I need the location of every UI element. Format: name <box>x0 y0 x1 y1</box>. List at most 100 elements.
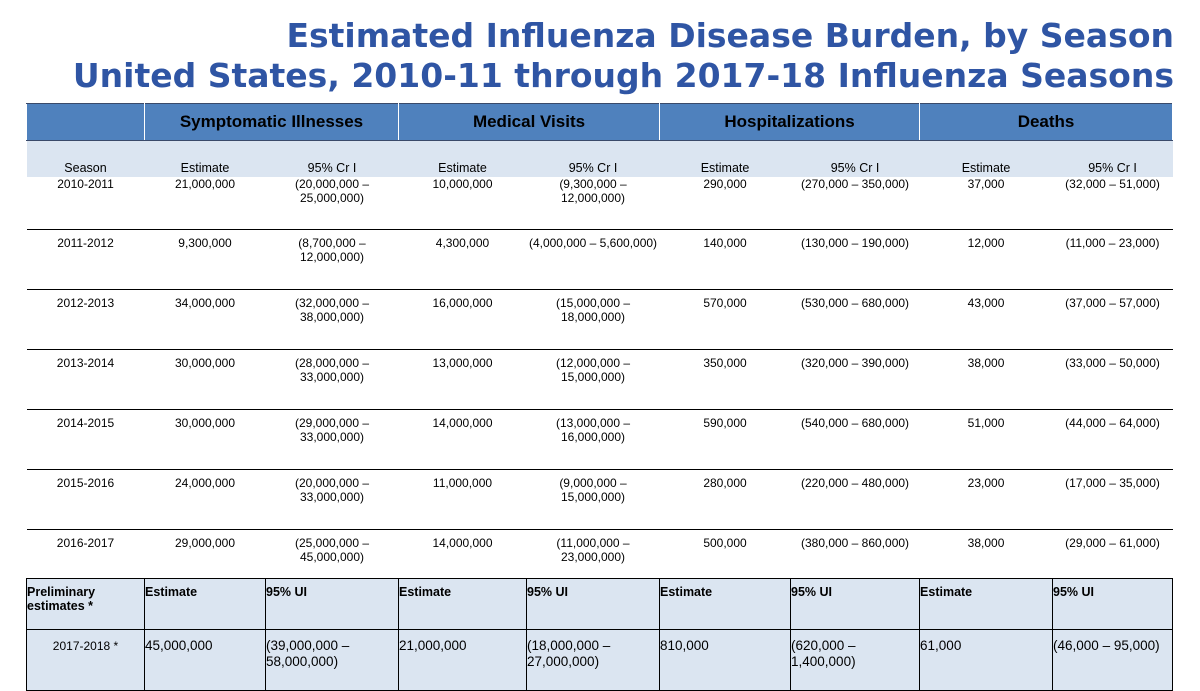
header-blank-cell <box>26 103 145 141</box>
deaths-interval: (11,000 – 23,000) <box>1052 229 1173 290</box>
interval-header: 95% Cr I <box>265 140 399 177</box>
deaths-estimate: 38,000 <box>919 529 1053 579</box>
season-cell: 2013-2014 <box>26 349 145 410</box>
prelim-deaths-interval: (46,000 – 95,000) <box>1052 629 1174 691</box>
hosp-estimate: 290,000 <box>659 177 791 230</box>
visits-interval: (15,000,000 – 18,000,000) <box>526 289 660 350</box>
deaths-interval: (33,000 – 50,000) <box>1052 349 1173 410</box>
deaths-interval: (32,000 – 51,000) <box>1052 177 1173 230</box>
hosp-interval: (530,000 – 680,000) <box>790 289 920 350</box>
illness-interval: (29,000,000 – 33,000,000) <box>265 409 399 470</box>
prelim-interval-header: 95% UI <box>265 578 399 630</box>
visits-estimate: 16,000,000 <box>398 289 527 350</box>
hosp-estimate: 140,000 <box>659 229 791 290</box>
visits-interval: (13,000,000 – 16,000,000) <box>526 409 660 470</box>
deaths-interval: (44,000 – 64,000) <box>1052 409 1173 470</box>
illness-estimate: 30,000,000 <box>144 409 266 470</box>
title-line-2: United States, 2010-11 through 2017-18 I… <box>72 56 1174 95</box>
prelim-interval-header: 95% UI <box>525 578 661 630</box>
season-cell: 2011-2012 <box>26 229 145 290</box>
prelim-visits-interval: (18,000,000 – 27,000,000) <box>525 629 661 691</box>
deaths-estimate: 43,000 <box>919 289 1053 350</box>
visits-interval: (4,000,000 – 5,600,000) <box>526 229 660 290</box>
estimate-header: Estimate <box>919 140 1053 177</box>
hosp-estimate: 280,000 <box>659 469 791 530</box>
hosp-interval: (320,000 – 390,000) <box>790 349 920 410</box>
table-row: 2010-2011 21,000,000 (20,000,000 – 25,000,… <box>26 177 1173 230</box>
prelim-deaths-estimate: 61,000 <box>919 629 1054 691</box>
estimate-header: Estimate <box>398 140 527 177</box>
table-row: 2016-2017 29,000,000 (25,000,000 – 45,000,… <box>26 529 1173 579</box>
season-cell: 2014-2015 <box>26 409 145 470</box>
preliminary-label: Preliminary estimates * <box>26 578 145 630</box>
prelim-estimate-header: Estimate <box>398 578 527 630</box>
table-row: 2015-2016 24,000,000 (20,000,000 – 33,000,… <box>26 469 1173 530</box>
prelim-illness-interval: (39,000,000 – 58,000,000) <box>265 629 399 691</box>
season-header: Season <box>26 140 145 177</box>
hosp-interval: (540,000 – 680,000) <box>790 409 920 470</box>
visits-estimate: 13,000,000 <box>398 349 527 410</box>
prelim-estimate-header: Estimate <box>659 578 792 630</box>
interval-header: 95% Cr I <box>1052 140 1173 177</box>
prelim-interval-header: 95% UI <box>1052 578 1174 630</box>
season-cell: 2016-2017 <box>26 529 145 579</box>
prelim-interval-header: 95% UI <box>790 578 921 630</box>
deaths-interval: (29,000 – 61,000) <box>1052 529 1173 579</box>
hosp-estimate: 500,000 <box>659 529 791 579</box>
visits-interval: (9,000,000 – 15,000,000) <box>526 469 660 530</box>
deaths-estimate: 37,000 <box>919 177 1053 230</box>
season-cell: 2015-2016 <box>26 469 145 530</box>
prelim-illness-estimate: 45,000,000 <box>144 629 266 691</box>
estimate-header: Estimate <box>144 140 266 177</box>
preliminary-data-row: 2017-2018 * 45,000,000 (39,000,000 – 58,… <box>26 629 1174 691</box>
visits-estimate: 11,000,000 <box>398 469 527 530</box>
table-row: 2012-2013 34,000,000 (32,000,000 – 38,000,… <box>26 289 1173 350</box>
group-header-deaths: Deaths <box>919 103 1174 141</box>
illness-interval: (28,000,000 – 33,000,000) <box>265 349 399 410</box>
table-row: 2011-2012 9,300,000 (8,700,000 – 12,000,00… <box>26 229 1173 290</box>
deaths-interval: (37,000 – 57,000) <box>1052 289 1173 350</box>
season-cell: 2010-2011 <box>26 177 145 230</box>
visits-estimate: 10,000,000 <box>398 177 527 230</box>
prelim-hosp-interval: (620,000 – 1,400,000) <box>790 629 921 691</box>
illness-interval: (8,700,000 – 12,000,000) <box>265 229 399 290</box>
group-header-hospitalizations: Hospitalizations <box>659 103 921 141</box>
interval-header: 95% Cr I <box>790 140 920 177</box>
table-row: 2014-2015 30,000,000 (29,000,000 – 33,000,… <box>26 409 1173 470</box>
prelim-season-cell: 2017-2018 * <box>26 629 145 691</box>
group-header-visits: Medical Visits <box>397 103 661 141</box>
group-header-row: Symptomatic Illnesses Medical Visits Hos… <box>26 103 1174 141</box>
season-cell: 2012-2013 <box>26 289 145 350</box>
hosp-estimate: 590,000 <box>659 409 791 470</box>
illness-estimate: 34,000,000 <box>144 289 266 350</box>
illness-estimate: 21,000,000 <box>144 177 266 230</box>
illness-interval: (20,000,000 – 33,000,000) <box>265 469 399 530</box>
prelim-hosp-estimate: 810,000 <box>659 629 792 691</box>
illness-estimate: 9,300,000 <box>144 229 266 290</box>
visits-interval: (12,000,000 – 15,000,000) <box>526 349 660 410</box>
table-row: 2013-2014 30,000,000 (28,000,000 – 33,000,… <box>26 349 1173 410</box>
title-line-1: Estimated Influenza Disease Burden, by S… <box>286 16 1174 55</box>
hosp-interval: (220,000 – 480,000) <box>790 469 920 530</box>
illness-interval: (32,000,000 – 38,000,000) <box>265 289 399 350</box>
visits-estimate: 4,300,000 <box>398 229 527 290</box>
illness-estimate: 30,000,000 <box>144 349 266 410</box>
prelim-estimate-header: Estimate <box>919 578 1054 630</box>
illness-estimate: 24,000,000 <box>144 469 266 530</box>
deaths-estimate: 38,000 <box>919 349 1053 410</box>
visits-estimate: 14,000,000 <box>398 409 527 470</box>
deaths-estimate: 12,000 <box>919 229 1053 290</box>
preliminary-header-row: Preliminary estimates * Estimate 95% UI … <box>26 578 1174 630</box>
visits-interval: (11,000,000 – 23,000,000) <box>526 529 660 579</box>
deaths-estimate: 51,000 <box>919 409 1053 470</box>
slide-title: Estimated Influenza Disease Burden, by S… <box>73 16 1174 96</box>
visits-interval: (9,300,000 – 12,000,000) <box>526 177 660 230</box>
deaths-interval: (17,000 – 35,000) <box>1052 469 1173 530</box>
illness-interval: (20,000,000 – 25,000,000) <box>265 177 399 230</box>
subheader-row: Season Estimate 95% Cr I Estimate 95% Cr… <box>26 140 1173 177</box>
disease-burden-table: Symptomatic Illnesses Medical Visits Hos… <box>26 103 1174 691</box>
prelim-visits-estimate: 21,000,000 <box>398 629 527 691</box>
estimate-header: Estimate <box>659 140 791 177</box>
hosp-estimate: 570,000 <box>659 289 791 350</box>
hosp-interval: (130,000 – 190,000) <box>790 229 920 290</box>
